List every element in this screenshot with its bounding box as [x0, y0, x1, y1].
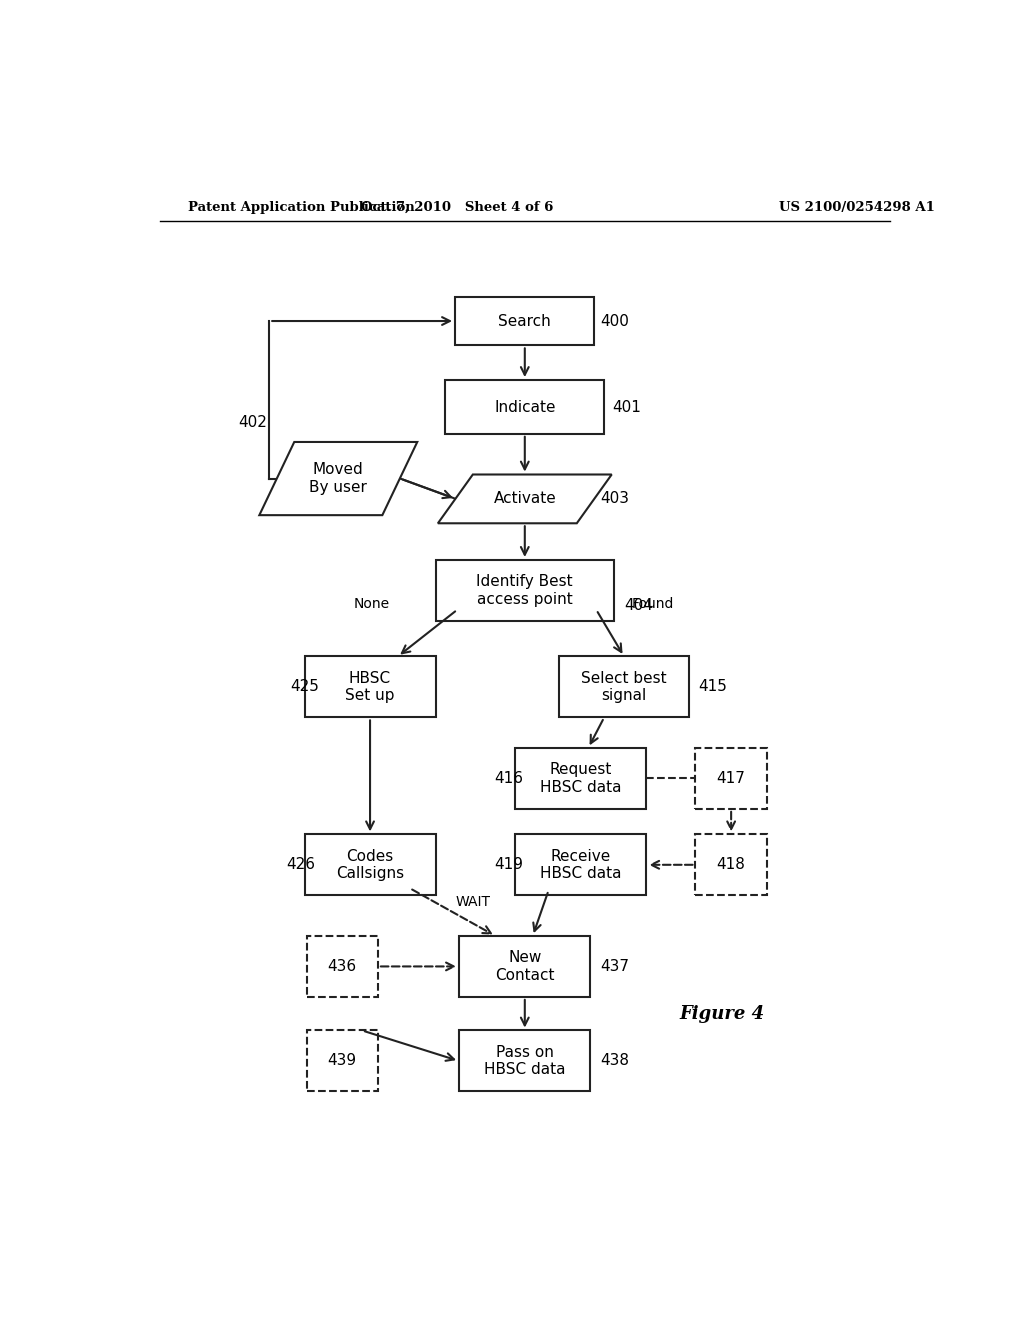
- Text: Receive
HBSC data: Receive HBSC data: [540, 849, 622, 880]
- Text: 436: 436: [328, 958, 356, 974]
- FancyBboxPatch shape: [445, 380, 604, 434]
- Text: 418: 418: [717, 857, 745, 873]
- Text: Oct. 7, 2010   Sheet 4 of 6: Oct. 7, 2010 Sheet 4 of 6: [361, 201, 554, 214]
- Text: Pass on
HBSC data: Pass on HBSC data: [484, 1044, 565, 1077]
- FancyBboxPatch shape: [306, 936, 378, 997]
- Text: 403: 403: [600, 491, 629, 507]
- FancyBboxPatch shape: [695, 834, 767, 895]
- Text: Activate: Activate: [494, 491, 556, 507]
- Text: Figure 4: Figure 4: [680, 1006, 765, 1023]
- FancyBboxPatch shape: [304, 834, 435, 895]
- Text: Search: Search: [499, 314, 551, 329]
- Text: None: None: [353, 597, 390, 611]
- FancyBboxPatch shape: [306, 1031, 378, 1092]
- Text: 415: 415: [697, 680, 727, 694]
- FancyBboxPatch shape: [435, 560, 614, 620]
- Polygon shape: [438, 474, 611, 523]
- Text: New
Contact: New Contact: [495, 950, 555, 982]
- Text: 402: 402: [238, 416, 267, 430]
- Text: 417: 417: [717, 771, 745, 785]
- Text: US 2100/0254298 A1: US 2100/0254298 A1: [778, 201, 935, 214]
- FancyBboxPatch shape: [456, 297, 594, 346]
- Text: Select best
signal: Select best signal: [582, 671, 667, 704]
- Text: Moved
By user: Moved By user: [309, 462, 368, 495]
- FancyBboxPatch shape: [304, 656, 435, 718]
- FancyBboxPatch shape: [695, 748, 767, 809]
- Text: Patent Application Publication: Patent Application Publication: [187, 201, 415, 214]
- FancyBboxPatch shape: [515, 748, 646, 809]
- Text: 416: 416: [495, 771, 523, 785]
- FancyBboxPatch shape: [558, 656, 689, 718]
- Text: 426: 426: [287, 857, 315, 873]
- Text: 404: 404: [624, 598, 653, 612]
- Text: 401: 401: [612, 400, 641, 414]
- FancyBboxPatch shape: [460, 936, 590, 997]
- Text: 400: 400: [600, 314, 629, 329]
- Text: 439: 439: [328, 1053, 356, 1068]
- FancyBboxPatch shape: [515, 834, 646, 895]
- Text: Codes
Callsigns: Codes Callsigns: [336, 849, 404, 880]
- Text: WAIT: WAIT: [456, 895, 490, 909]
- Text: HBSC
Set up: HBSC Set up: [345, 671, 395, 704]
- Text: Identify Best
access point: Identify Best access point: [476, 574, 573, 607]
- Text: Request
HBSC data: Request HBSC data: [540, 762, 622, 795]
- Polygon shape: [259, 442, 417, 515]
- FancyBboxPatch shape: [460, 1031, 590, 1092]
- Text: Indicate: Indicate: [494, 400, 556, 414]
- Text: 419: 419: [495, 857, 523, 873]
- Text: Found: Found: [632, 597, 675, 611]
- Text: 437: 437: [600, 958, 629, 974]
- Text: 425: 425: [291, 680, 319, 694]
- Text: 438: 438: [600, 1053, 629, 1068]
